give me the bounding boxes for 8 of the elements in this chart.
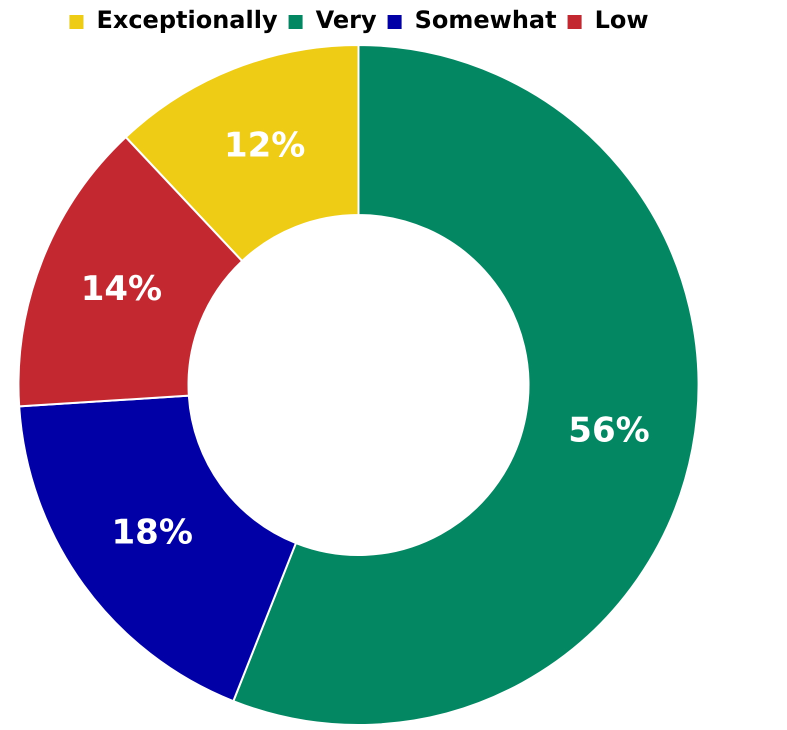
data-label: 12% [224,126,306,166]
data-label: 18% [112,512,193,553]
legend-label: Exceptionally [96,6,278,34]
legend-label: Low [594,6,649,34]
data-label: 14% [80,268,162,309]
data-label: 56% [568,410,650,451]
legend-label: Somewhat [414,6,557,34]
legend-label: Very [316,6,377,34]
